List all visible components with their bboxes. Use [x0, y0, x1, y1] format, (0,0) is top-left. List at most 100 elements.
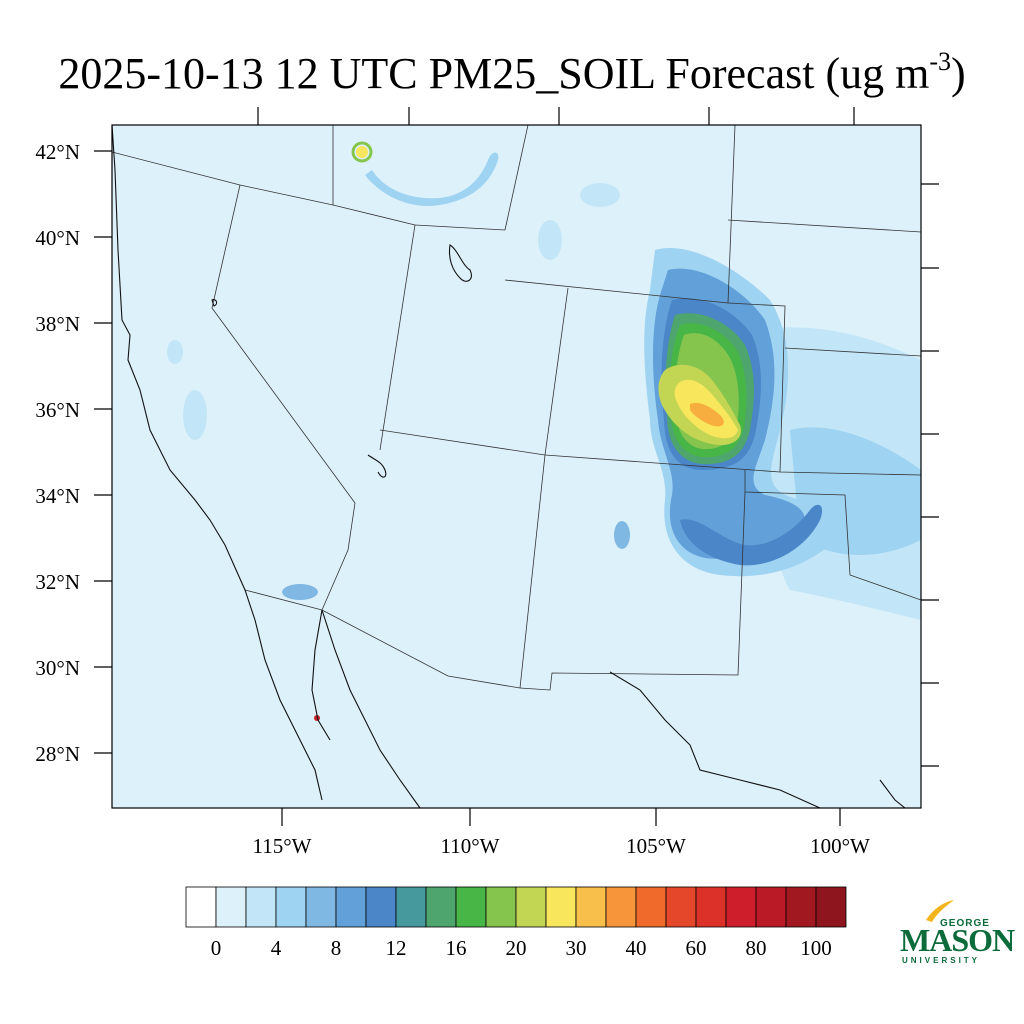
colorbar-swatch: [485, 886, 517, 928]
lat-label: 36°N: [35, 398, 80, 422]
gmu-logo: GEORGE MASON UNIVERSITY: [896, 898, 1015, 970]
colorbar-swatch: [815, 886, 847, 928]
colorbar-label: 80: [746, 936, 767, 960]
border-ut-co: [544, 287, 569, 456]
border-nv-ut: [379, 224, 416, 451]
pm25-field: [167, 141, 921, 721]
map-frame: [111, 124, 922, 809]
lat-label: 34°N: [35, 484, 80, 508]
border-ne-n: [504, 125, 529, 231]
coastlines: [112, 125, 906, 808]
colorbar-swatch: [215, 886, 247, 928]
tx-coast: [879, 779, 906, 808]
colorbar-swatch: [395, 886, 427, 928]
right-ticks: [921, 183, 939, 767]
wyoming-hotspot: [356, 146, 368, 158]
lon-label: 100°W: [810, 834, 870, 858]
patch-nm: [614, 521, 630, 549]
title-main: 2025-10-13 12 UTC PM25_SOIL Forecast (ug…: [58, 49, 930, 98]
logo-george: GEORGE: [940, 918, 990, 929]
border-ca-az: [321, 502, 356, 611]
lat-label: 30°N: [35, 656, 80, 680]
patch-co-nw: [538, 220, 562, 260]
colorbar-label: 0: [211, 936, 222, 960]
border-id-ut: [414, 224, 506, 231]
patch-co-n: [580, 183, 620, 207]
colorbar-label: 12: [386, 936, 407, 960]
colorbar-labels: 0 4 8 12 16 20 30 40 60 80 100: [211, 936, 832, 960]
great-salt-lake: [448, 244, 472, 282]
lon-label: 115°W: [253, 834, 312, 858]
ca-coast: [112, 125, 323, 801]
lat-label: 38°N: [35, 312, 80, 336]
border-wy-n: [332, 204, 416, 226]
colorbar-swatch: [275, 886, 307, 928]
colorbar-swatch: [305, 886, 337, 928]
border-az-nm: [519, 454, 546, 689]
border-wy-co: [504, 279, 729, 304]
plume-orange: [690, 402, 724, 427]
border-ne-ks: [727, 219, 921, 233]
tahoe: [211, 299, 218, 307]
baja-inner: [311, 609, 331, 741]
colorbar-swatch: [515, 886, 547, 928]
rio-grande: [609, 671, 821, 808]
colorbar-label: 100: [800, 936, 832, 960]
wyoming-hotspot-ring: [351, 141, 373, 163]
left-ticks: [94, 150, 112, 754]
logo-university: UNIVERSITY: [902, 956, 981, 965]
title-superscript: -3: [929, 47, 951, 76]
colorbar-label: 40: [626, 936, 647, 960]
border-4corners: [379, 429, 921, 476]
border-ca-nv: [211, 184, 356, 504]
baja-hotspot: [314, 715, 320, 721]
border-co-ks: [727, 302, 786, 473]
chart-title: 2025-10-13 12 UTC PM25_SOIL Forecast (ug…: [0, 34, 1024, 102]
colorbar-label: 16: [446, 936, 467, 960]
colorbar-swatch: [185, 886, 217, 928]
state-borders: [112, 125, 921, 691]
bottom-ticks: [281, 808, 841, 826]
lake-mead: [367, 454, 387, 478]
lat-label: 42°N: [35, 140, 80, 164]
border-ks-ok: [784, 347, 921, 357]
border-nm-tx-w: [519, 491, 746, 691]
colorbar-swatch: [245, 886, 277, 928]
border-nm-tx: [744, 470, 921, 601]
colorbar-label: 60: [686, 936, 707, 960]
patch-ca: [167, 340, 183, 364]
border-ne-e: [727, 125, 736, 304]
logo-mason: MASON: [900, 922, 1015, 958]
colorbar-swatch: [755, 886, 787, 928]
title-close: ): [951, 49, 966, 98]
border-az-mx: [244, 589, 521, 689]
colorbar-swatch: [335, 886, 367, 928]
patch-nv: [183, 390, 207, 440]
colorbar-swatch: [575, 886, 607, 928]
gulf-east-coast: [321, 609, 421, 808]
top-ticks: [257, 107, 855, 125]
colorbar-label: 30: [566, 936, 587, 960]
lat-label: 28°N: [35, 742, 80, 766]
colorbar-swatch: [365, 886, 397, 928]
colorbar-swatch: [605, 886, 637, 928]
colorbar-swatch: [635, 886, 667, 928]
lat-label: 40°N: [35, 226, 80, 250]
colorbar-label: 4: [271, 936, 282, 960]
patch-az: [282, 584, 318, 600]
colorbar-swatch: [545, 886, 577, 928]
colorbar-label: 8: [331, 936, 342, 960]
lon-labels: 115°W 110°W 105°W 100°W: [253, 834, 871, 858]
colorbar-swatch: [725, 886, 757, 928]
logo-swoosh-icon: [926, 900, 954, 922]
wyoming-arc: [365, 152, 499, 206]
colorbar-swatch: [455, 886, 487, 928]
colorbar-swatch: [695, 886, 727, 928]
lat-label: 32°N: [35, 570, 80, 594]
colorbar: [185, 886, 847, 928]
colorbar-swatch: [665, 886, 697, 928]
southern-arc: [680, 504, 823, 566]
lon-label: 110°W: [441, 834, 500, 858]
colorbar-swatch: [785, 886, 817, 928]
